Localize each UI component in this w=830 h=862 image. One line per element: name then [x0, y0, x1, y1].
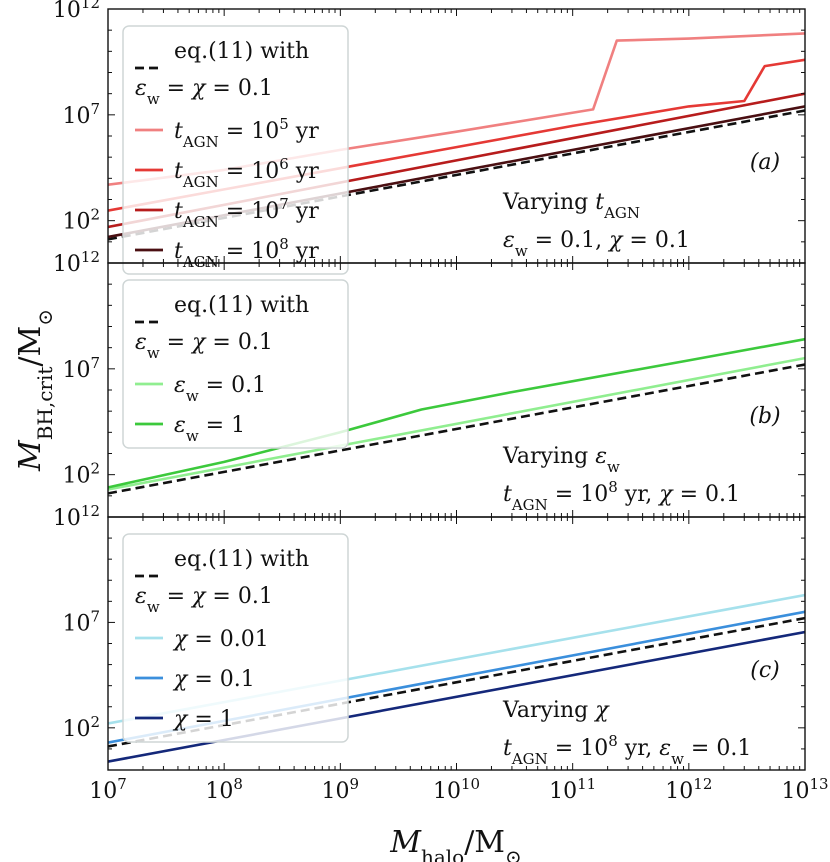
panel-3-legend-label-2: χ = 0.01	[172, 627, 269, 652]
panel-1-legend-label-2: tAGN = 105 yr	[174, 115, 319, 151]
panel-2-legend-label-3: εw = 1	[174, 413, 245, 445]
panel-1-legend-label-3: tAGN = 106 yr	[174, 155, 319, 191]
xtick-label-7: 107	[89, 775, 127, 804]
panel-3-legend-label-4: χ = 1	[172, 707, 234, 732]
panel-2-legend-label-1b: εw = χ = 0.1	[135, 330, 273, 362]
panel-2-annotation-2: tAGN = 108 yr, χ = 0.1	[503, 478, 740, 514]
xtick-label-8: 108	[205, 775, 243, 804]
panel-3-legend-box	[122, 533, 349, 743]
panel-2-ytick-label-2: 102	[62, 460, 100, 489]
panel-2-series-line-3	[108, 337, 805, 489]
panel-2-label: (b)	[749, 404, 780, 429]
panel-3-legend-label-3: χ = 0.1	[172, 667, 255, 692]
panel-3-annotation-1: Varying χ	[502, 698, 610, 723]
panel-1-label: (a)	[750, 150, 780, 175]
panel-3-legend: eq.(11) with εw = χ = 0.1 χ = 0.01 χ = 0.1 χ…	[122, 533, 349, 743]
panel-2-annotation-1: Varying εw	[502, 444, 620, 476]
panel-2-legend-label-2: εw = 0.1	[174, 373, 266, 405]
panel-1-ytick-label-7: 107	[62, 100, 100, 129]
panel-3-legend-label-1a: eq.(11) with	[174, 547, 309, 572]
x-axis-label: Mhalo/M⊙	[389, 825, 522, 862]
xtick-label-13: 1013	[781, 775, 828, 804]
panel-1-ytick-label-2: 102	[62, 206, 100, 235]
panel-2-legend-label-1a: eq.(11) with	[174, 293, 309, 318]
panel-2-series-line-2	[108, 356, 805, 491]
panel-2-series-group	[108, 337, 805, 495]
panel-3-ytick-label-2: 102	[62, 713, 100, 742]
xtick-label-9: 109	[322, 775, 360, 804]
xtick-label-10: 1010	[433, 775, 480, 804]
panel-2-legend: eq.(11) with εw = χ = 0.1 εw = 0.1 εw = 1	[122, 279, 349, 449]
xtick-label-11: 1011	[549, 775, 596, 804]
xtick-label-12: 1012	[665, 775, 712, 804]
panel-1-legend: eq.(11) with εw = χ = 0.1 tAGN = 105 yr tAG…	[122, 25, 349, 275]
panel-2-ytick-label-12: 1012	[53, 248, 100, 277]
panel-2-ytick-label-7: 107	[62, 354, 100, 383]
panel-3-label: (c)	[750, 658, 780, 683]
panel-2-legend-box	[122, 279, 349, 449]
panel-1-legend-label-1b: εw = χ = 0.1	[135, 76, 273, 108]
y-axis-label: MBH,crit/M⊙	[13, 309, 57, 472]
panel-3-annotation-2: tAGN = 108 yr, εw = 0.1	[503, 732, 751, 768]
panel-3-ytick-label-7: 107	[62, 607, 100, 636]
panel-3-legend-label-1b: εw = χ = 0.1	[135, 584, 273, 616]
panel-2-series-line-1	[108, 363, 805, 495]
panel-1-annotation-1: Varying tAGN	[502, 190, 640, 222]
panel-1-ytick-label-12: 1012	[53, 0, 100, 23]
panel-1-legend-label-4: tAGN = 107 yr	[174, 195, 319, 231]
panel-1-annotation-2: εw = 0.1, χ = 0.1	[503, 228, 690, 260]
panel-3-ytick-label-12: 1012	[53, 502, 100, 531]
panel-1-legend-label-1a: eq.(11) with	[174, 39, 309, 64]
panel-1-legend-box	[122, 25, 349, 275]
